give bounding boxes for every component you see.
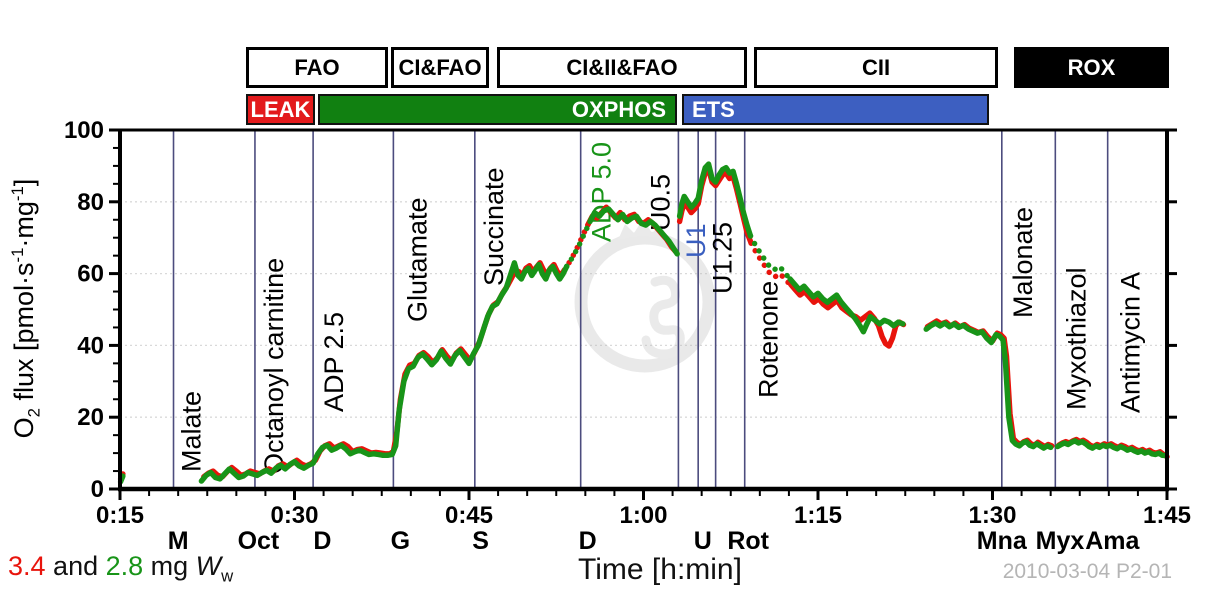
x-tick-label: 1:45: [1143, 502, 1191, 529]
event-mark-m: M: [168, 527, 189, 555]
x-tick-label: 0:30: [270, 502, 318, 529]
event-label-adp-5-0: ADP 5.0: [587, 142, 617, 242]
ylabel-mid2: ·mg: [9, 201, 39, 248]
event-label-adp-2-5: ADP 2.5: [319, 312, 349, 412]
ylabel-o-sub: 2: [24, 408, 44, 418]
weight-mg: mg: [143, 551, 196, 581]
x-tick-label: 1:30: [968, 502, 1016, 529]
event-mark-ama: Ama: [1085, 527, 1140, 555]
event-label-malonate: Malonate: [1008, 207, 1038, 318]
event-label-u1-25: U1.25: [708, 222, 738, 294]
event-label-myxothiazol: Myxothiazol: [1061, 267, 1091, 410]
weight-symbol: W: [195, 551, 222, 581]
y-tick-label: 20: [77, 404, 104, 431]
event-label-malate: Malate: [177, 391, 207, 472]
trace-sample-green-seg7: [923, 320, 1054, 451]
protocol-box-ci-ii-fao: CI&II&FAO: [497, 47, 747, 88]
trace-sample-green-seg1: [198, 260, 570, 484]
x-tick-label: 0:15: [96, 502, 144, 529]
event-mark-u: U: [694, 527, 712, 555]
weight-symbol-sub: w: [221, 566, 234, 586]
event-mark-oct: Oct: [238, 527, 280, 555]
protocol-box-cii: CII: [754, 47, 998, 88]
ylabel-sup1: -1: [8, 247, 27, 263]
coupling-box-oxphos: OXPHOS: [318, 94, 677, 125]
event-mark-mna: Mna: [977, 527, 1028, 555]
x-axis-title: Time [h:min]: [578, 553, 742, 586]
event-label-glutamate: Glutamate: [402, 197, 432, 322]
trace-sample-green-seg6: [787, 276, 906, 335]
sample-weights: 3.4 and 2.8 mg Ww: [8, 551, 233, 586]
ylabel-sup2: -1: [8, 186, 27, 202]
event-mark-myx: Myx: [1036, 527, 1085, 555]
event-mark-s: S: [472, 527, 489, 555]
event-label-u1: U1: [681, 223, 711, 258]
trace-sample-green-seg3: [587, 206, 680, 257]
y-tick-label: 0: [91, 476, 104, 503]
y-tick-label: 100: [64, 117, 104, 144]
protocol-box-rox: ROX: [1014, 47, 1169, 88]
protocol-box-fao: FAO: [246, 47, 388, 88]
trace-sample-red-seg2: [561, 222, 591, 273]
y-tick-label: 40: [77, 332, 104, 359]
experiment-id: 2010-03-04 P2-01: [1002, 560, 1172, 583]
x-tick-label: 0:45: [445, 502, 493, 529]
ylabel-end: ]: [9, 178, 39, 187]
y-tick-label: 60: [77, 261, 104, 288]
weight-and: and: [45, 551, 106, 581]
event-label-antimycin-a: Antimycin A: [1116, 272, 1146, 413]
ylabel-mid: flux [pmol·s: [9, 262, 39, 409]
y-tick-label: 80: [77, 189, 104, 216]
ylabel-o: O: [9, 417, 39, 439]
trace-sample-green-seg4: [676, 161, 754, 239]
trace-sample-green-seg2: [564, 218, 593, 270]
event-mark-g: G: [391, 527, 410, 555]
event-mark-d: D: [313, 527, 331, 555]
event-label-octanoyl-carnitine: Octanoyl carnitine: [259, 258, 289, 474]
event-label-rotenone: Rotenone: [754, 281, 784, 398]
weight-green: 2.8: [105, 551, 144, 581]
trace-sample-red-seg1: [201, 260, 568, 480]
event-mark-d: D: [579, 527, 597, 555]
event-label-succinate: Succinate: [479, 167, 509, 286]
coupling-box-leak: LEAK: [246, 94, 315, 125]
y-axis-title: O2 flux [pmol·s-1·mg-1]: [8, 128, 44, 489]
x-tick-label: 1:00: [619, 502, 667, 529]
protocol-box-ci-fao: CI&FAO: [391, 47, 489, 88]
coupling-box-ets: ETS: [682, 94, 989, 125]
x-tick-label: 1:15: [794, 502, 842, 529]
weight-red: 3.4: [8, 551, 46, 581]
trace-sample-green-seg8: [1054, 438, 1169, 459]
event-mark-rot: Rot: [727, 527, 769, 555]
